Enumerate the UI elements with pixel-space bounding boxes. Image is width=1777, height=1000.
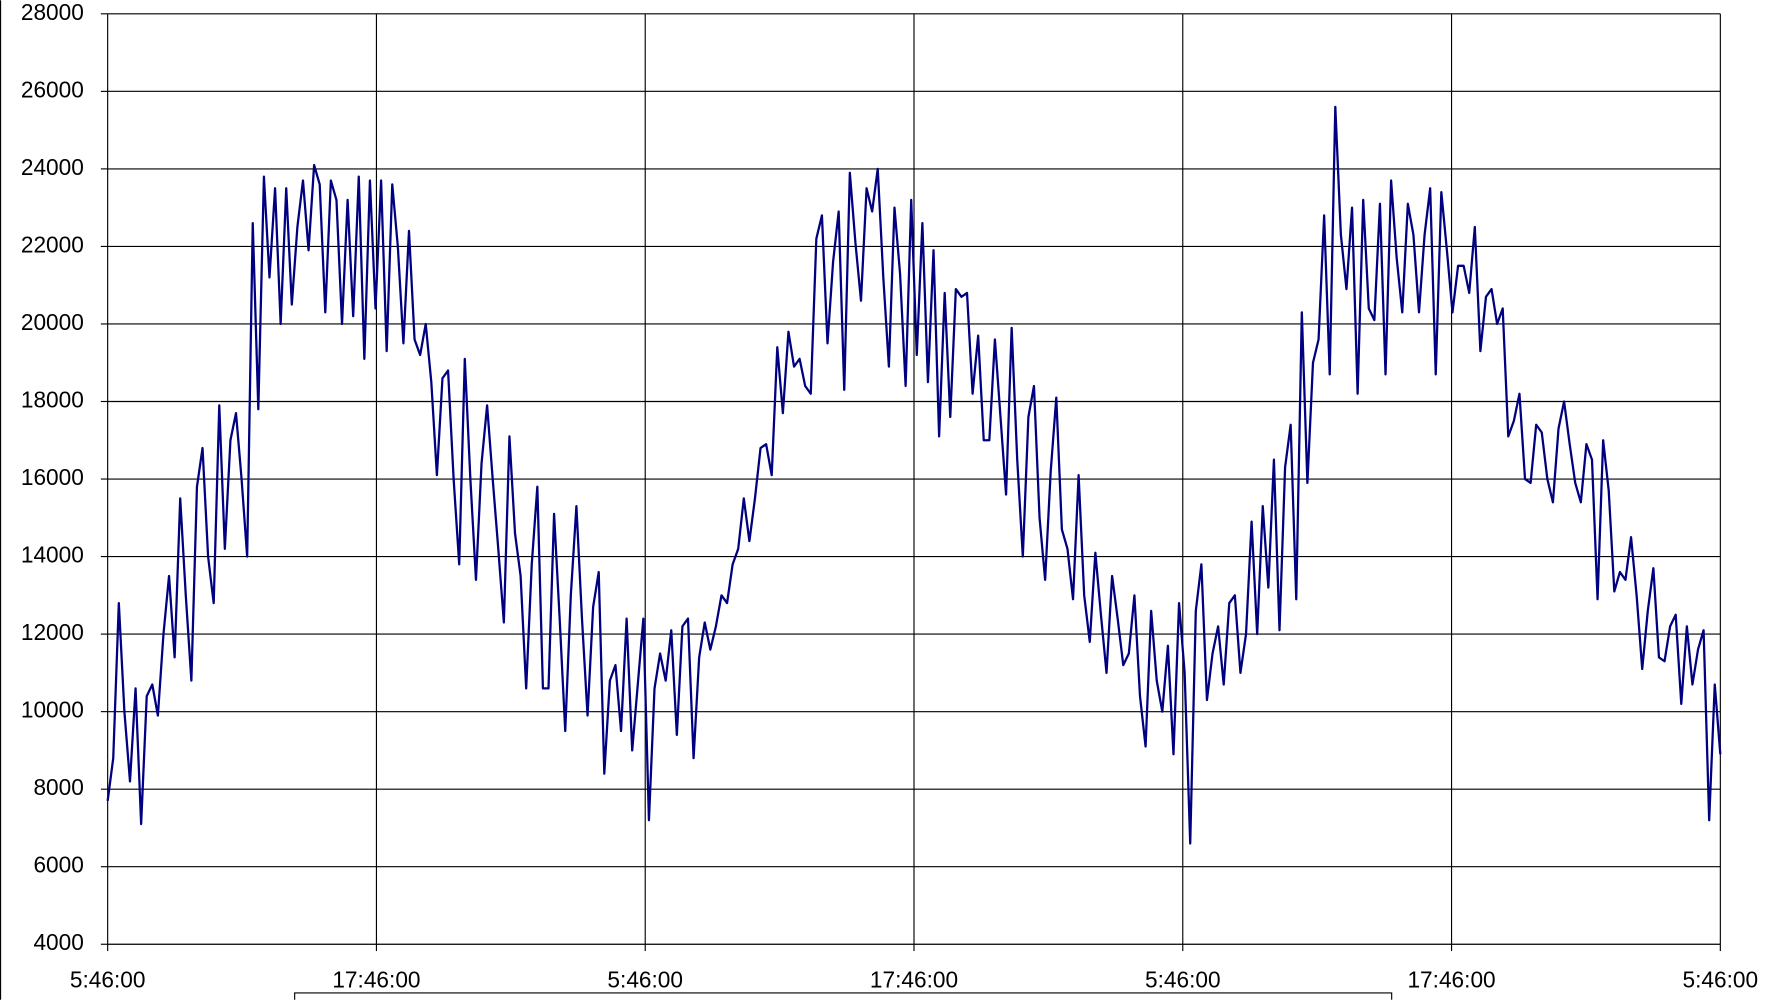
y-tick-label: 14000 bbox=[21, 542, 84, 568]
x-tick-label: 5:46:00 bbox=[607, 967, 683, 993]
y-tick-label: 16000 bbox=[21, 464, 84, 490]
y-tick-label: 10000 bbox=[21, 697, 84, 723]
x-tick-label: 5:46:00 bbox=[1145, 967, 1221, 993]
x-tick-label: 5:46:00 bbox=[70, 967, 146, 993]
y-tick-label: 22000 bbox=[21, 231, 84, 257]
y-tick-label: 26000 bbox=[21, 76, 84, 102]
y-tick-label: 20000 bbox=[21, 309, 84, 335]
data-line bbox=[106, 105, 1722, 845]
y-tick-label: 24000 bbox=[21, 154, 84, 180]
y-tick-label: 6000 bbox=[33, 852, 83, 878]
y-tick-label: 8000 bbox=[33, 774, 83, 800]
y-tick-label: 12000 bbox=[21, 619, 84, 645]
legend-box bbox=[294, 992, 1393, 1000]
y-tick-label: 4000 bbox=[33, 929, 83, 955]
y-tick-label: 18000 bbox=[21, 386, 84, 412]
x-tick-label: 17:46:00 bbox=[870, 967, 958, 993]
x-tick-label: 17:46:00 bbox=[1407, 967, 1495, 993]
x-tick-label: 5:46:00 bbox=[1683, 967, 1759, 993]
y-tick-label: 28000 bbox=[21, 0, 84, 25]
x-tick-label: 17:46:00 bbox=[332, 967, 420, 993]
